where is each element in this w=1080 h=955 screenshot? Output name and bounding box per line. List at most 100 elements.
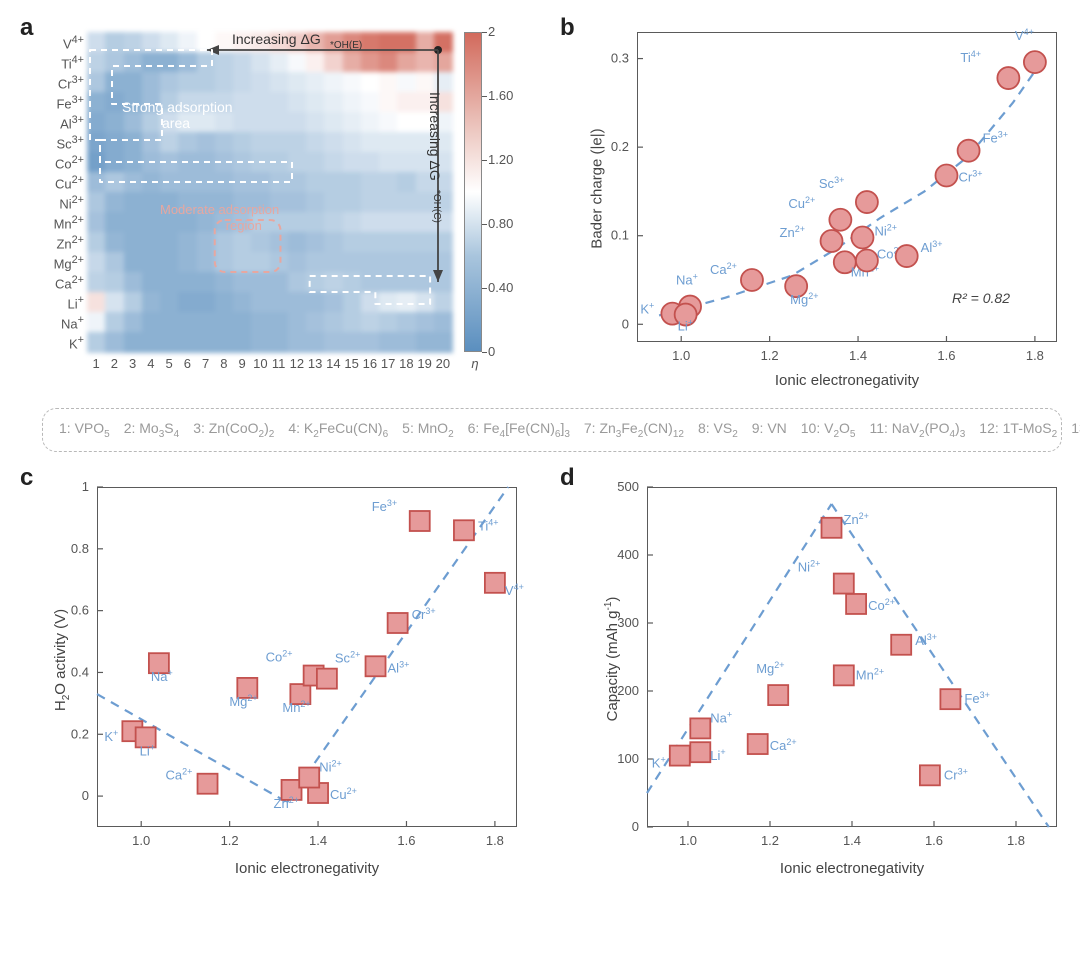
- heatmap-cell: [397, 272, 416, 293]
- heatmap-cell: [361, 252, 380, 273]
- heatmap-cell: [324, 212, 343, 233]
- heatmap-cell: [142, 92, 161, 113]
- heatmap-cell: [270, 52, 289, 73]
- svg-text:1.6: 1.6: [397, 833, 415, 848]
- svg-text:1.6: 1.6: [925, 833, 943, 848]
- legend-item: 8: VS2: [698, 420, 738, 436]
- heatmap-cell: [306, 32, 325, 53]
- heatmap-cell: [105, 92, 124, 113]
- heatmap-cell: [178, 32, 197, 53]
- heatmap-cell: [324, 152, 343, 173]
- heatmap-cell: [343, 272, 362, 293]
- heatmap-cell: [178, 192, 197, 213]
- svg-text:1.2: 1.2: [761, 348, 779, 363]
- heatmap-cell: [197, 332, 216, 353]
- panel-d-label: d: [560, 464, 575, 492]
- heatmap-cell: [124, 112, 143, 133]
- heatmap-cell: [306, 192, 325, 213]
- heatmap-y-tick-label: Li+: [42, 294, 84, 311]
- heatmap-cell: [416, 332, 435, 353]
- heatmap-cell: [361, 232, 380, 253]
- panel-d: d 1.01.21.41.61.80100200300400500K+Li+Na…: [552, 462, 1080, 892]
- heatmap-cell: [178, 92, 197, 113]
- heatmap-cell: [324, 292, 343, 313]
- heatmap-cell: [416, 212, 435, 233]
- legend-item: 5: MnO2: [402, 420, 453, 436]
- figure-grid: a V4+Ti4+Cr3+Fe3+Al3+Sc3+Co2+Cu2+Ni2+Mn2…: [12, 12, 1068, 892]
- heatmap-cell: [215, 172, 234, 193]
- heatmap-cell: [142, 212, 161, 233]
- heatmap-cell: [306, 272, 325, 293]
- heatmap-x-tick-label: 8: [216, 356, 232, 371]
- heatmap-cell: [197, 292, 216, 313]
- heatmap-cell: [343, 132, 362, 153]
- heatmap-x-tick-label: 6: [179, 356, 195, 371]
- heatmap-cell: [251, 332, 270, 353]
- heatmap-cell: [379, 312, 398, 333]
- scatter-c-ylabel: H2O activity (V): [52, 490, 72, 830]
- heatmap-cell: [215, 332, 234, 353]
- heatmap-cell: [160, 192, 179, 213]
- heatmap-cell: [397, 252, 416, 273]
- heatmap-cell: [379, 252, 398, 273]
- heatmap-cell: [416, 272, 435, 293]
- heatmap-cell: [361, 92, 380, 113]
- heatmap-cell: [178, 132, 197, 153]
- heatmap-cell: [105, 292, 124, 313]
- heatmap-y-tick-label: Mg2+: [42, 254, 84, 271]
- heatmap-cell: [142, 132, 161, 153]
- heatmap-cell: [160, 72, 179, 93]
- heatmap-y-tick-label: Ca2+: [42, 274, 84, 291]
- heatmap-cell: [397, 232, 416, 253]
- heatmap-x-tick-label: 20: [435, 356, 451, 371]
- heatmap-cell: [178, 332, 197, 353]
- heatmap-cell: [324, 192, 343, 213]
- heatmap-cell: [324, 132, 343, 153]
- heatmap-cell: [306, 52, 325, 73]
- colorbar-tick-label: 1.60: [488, 88, 528, 103]
- heatmap-cell: [105, 272, 124, 293]
- heatmap-cell: [397, 292, 416, 313]
- heatmap-cell: [160, 172, 179, 193]
- heatmap-cell: [197, 72, 216, 93]
- heatmap-cell: [397, 152, 416, 173]
- heatmap-cell: [233, 192, 252, 213]
- heatmap-cell: [178, 312, 197, 333]
- heatmap-cell: [324, 232, 343, 253]
- heatmap-cell: [178, 252, 197, 273]
- heatmap-cell: [343, 72, 362, 93]
- panel-a: a V4+Ti4+Cr3+Fe3+Al3+Sc3+Co2+Cu2+Ni2+Mn2…: [12, 12, 552, 402]
- heatmap-cell: [288, 192, 307, 213]
- heatmap-cell: [142, 172, 161, 193]
- heatmap-cell: [87, 172, 106, 193]
- heatmap-cell: [233, 172, 252, 193]
- heatmap-cell: [87, 312, 106, 333]
- heatmap-cell: [160, 112, 179, 133]
- heatmap-cell: [361, 172, 380, 193]
- heatmap-cell: [251, 292, 270, 313]
- heatmap-cell: [197, 312, 216, 333]
- heatmap-cell: [124, 332, 143, 353]
- heatmap-cell: [306, 252, 325, 273]
- heatmap-cell: [142, 52, 161, 73]
- heatmap-cell: [379, 72, 398, 93]
- heatmap-cell: [397, 332, 416, 353]
- svg-text:0: 0: [632, 819, 639, 834]
- heatmap-cell: [361, 212, 380, 233]
- heatmap-cell: [105, 132, 124, 153]
- heatmap-cell: [160, 152, 179, 173]
- heatmap-x-tick-label: 1: [88, 356, 104, 371]
- heatmap-cell: [233, 112, 252, 133]
- heatmap-cell: [416, 92, 435, 113]
- heatmap-cell: [306, 172, 325, 193]
- heatmap-cell: [142, 232, 161, 253]
- svg-text:1.8: 1.8: [1026, 348, 1044, 363]
- heatmap-cell: [306, 332, 325, 353]
- heatmap-cell: [434, 152, 453, 173]
- heatmap-cell: [160, 332, 179, 353]
- svg-text:0.8: 0.8: [71, 541, 89, 556]
- heatmap-cell: [270, 172, 289, 193]
- r2-annotation: R² = 0.82: [952, 290, 1010, 306]
- legend-item: 2: Mo3S4: [124, 420, 179, 436]
- heatmap-y-tick-label: Ti4+: [42, 54, 84, 71]
